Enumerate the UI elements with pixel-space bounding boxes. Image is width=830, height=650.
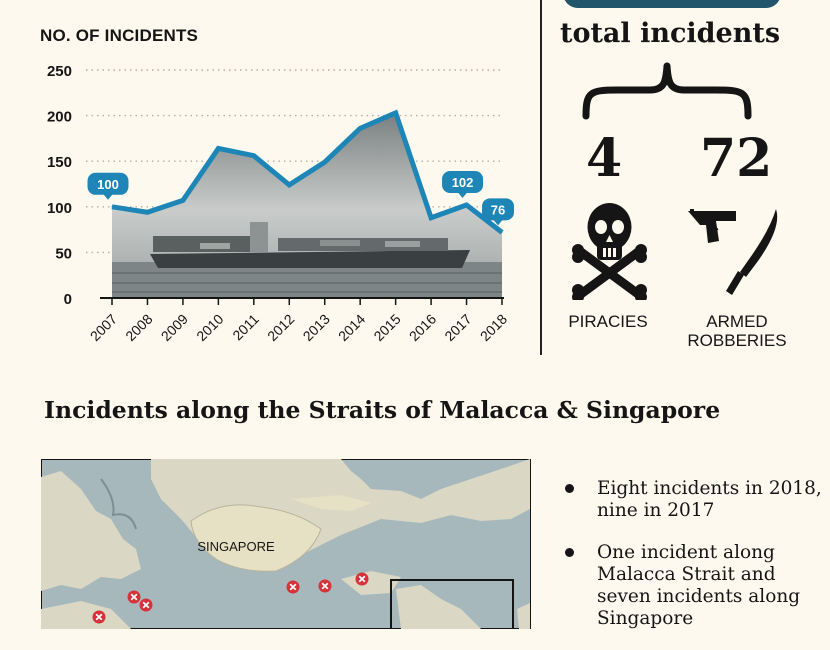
ship-photo-fill [112,112,502,298]
armed-label-line-2: ROBBERIES [687,331,787,350]
x-tick-label: 2016 [406,311,439,344]
section-title: Incidents along the Straits of Malacca &… [44,396,721,424]
data-point [253,155,255,157]
series-line [111,109,504,235]
total-incidents-label: total incidents [559,18,781,49]
data-point [217,147,219,149]
x-tick-label: 2011 [229,311,262,344]
data-point [430,217,432,219]
y-tick-label: 150 [47,154,72,171]
x-tick-label: 2013 [300,311,333,344]
header-pill [563,0,781,8]
value-callout: 100 [87,172,129,200]
x-tick-label: 2015 [370,311,403,344]
container-ship-image [150,222,470,268]
data-point [146,211,148,213]
y-tick-label: 250 [47,63,72,80]
data-point [395,112,397,114]
bullet-item: Eight incidents in 2018, nine in 2017 [565,478,825,522]
pistol-machete-icon [688,209,778,295]
y-tick-label: 100 [47,200,72,217]
x-incident-marker-icon [139,598,153,612]
bullet-dot-icon [565,548,574,557]
vertical-divider [540,0,542,355]
piracies-label: PIRACIES [568,312,648,331]
armed-robberies-label: ARMED ROBBERIES [682,312,792,350]
x-incident-marker-icon [92,610,106,624]
y-tick-label: 0 [64,291,72,308]
data-point [501,231,503,233]
data-point [288,184,290,186]
x-tick-label: 2018 [477,311,510,344]
x-tick-label: 2010 [193,311,226,344]
callout-label: 100 [97,177,119,192]
bullet-item: One incident along Malacca Strait and se… [565,542,825,630]
callout-label: 76 [491,202,505,217]
data-point [182,199,184,201]
x-tick-label: 2008 [122,311,155,344]
y-tick-label: 50 [55,245,72,262]
map-place-label: SINGAPORE [197,539,275,554]
x-incident-marker-icon [127,590,141,604]
straits-map: SINGAPORE [41,459,531,629]
bullet-dot-icon [565,484,574,493]
armed-robberies-count: 72 [700,128,773,189]
y-tick-label: 200 [47,109,72,126]
x-tick-label: 2012 [264,311,297,344]
value-callout: 76 [482,198,514,226]
bullet-list: Eight incidents in 2018, nine in 2017 On… [565,478,825,650]
piracies-count: 4 [586,128,623,189]
value-callout: 102 [442,170,484,198]
data-point [359,127,361,129]
x-tick-label: 2009 [158,311,191,344]
x-incident-marker-icon [355,572,369,586]
armed-label-line-1: ARMED [706,312,768,331]
data-point [111,206,113,208]
curly-brace-icon [582,62,752,120]
skull-crossbones-icon [572,203,647,300]
incidents-chart: 0 50 100 150 200 250 2007 2008 2009 2010 2011 2012… [47,63,514,344]
callout-label: 102 [452,175,474,190]
x-incident-marker-icon [286,580,300,594]
data-point [324,161,326,163]
x-incident-marker-icon [318,579,332,593]
x-tick-label: 2014 [335,311,368,344]
x-tick-label: 2007 [87,311,120,344]
y-axis-label: NO. OF INCIDENTS [40,26,199,45]
x-tick-label: 2017 [441,311,474,344]
data-point [466,204,468,206]
